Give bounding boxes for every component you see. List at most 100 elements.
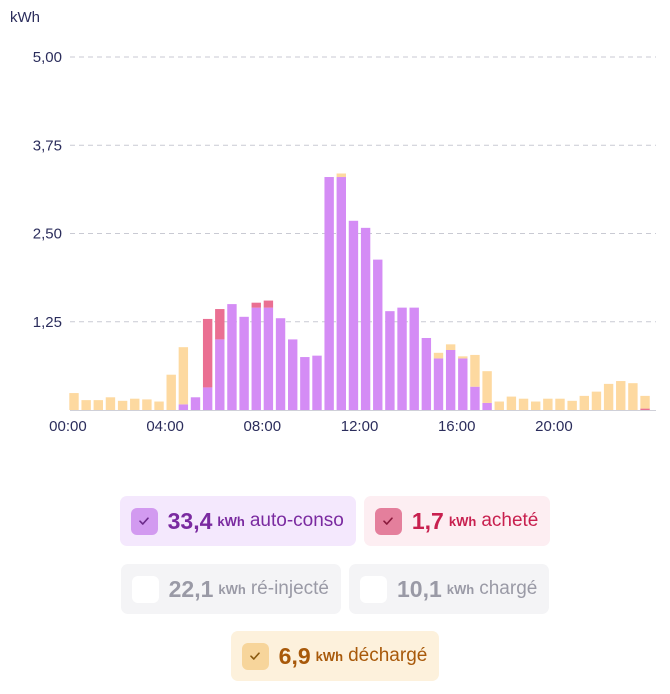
bar-decharge[interactable] xyxy=(470,354,480,387)
bar-decharge[interactable] xyxy=(105,397,116,410)
bar-decharge[interactable] xyxy=(543,398,553,410)
checkbox-decharge[interactable] xyxy=(241,642,269,670)
legend-re-injecte[interactable]: 22,1 kWh ré-injecté xyxy=(120,564,342,614)
bar-decharge[interactable] xyxy=(579,395,589,410)
bar-auto[interactable] xyxy=(336,177,346,410)
bar-auto[interactable] xyxy=(397,307,407,410)
bar-decharge[interactable] xyxy=(445,344,456,350)
bar-decharge[interactable] xyxy=(142,399,152,410)
legend-label: chargé xyxy=(479,578,538,599)
x-tick-label: 00:00 xyxy=(49,418,87,435)
bar-achete[interactable] xyxy=(202,318,213,388)
bar-auto[interactable] xyxy=(190,397,201,410)
bar-auto[interactable] xyxy=(445,349,456,410)
legend-row-3: 6,9 kWh déchargé xyxy=(0,631,670,681)
bar-auto[interactable] xyxy=(178,404,189,410)
bar-auto[interactable] xyxy=(263,307,274,410)
legend-charge[interactable]: 10,1 kWh chargé xyxy=(349,564,550,614)
bar-decharge[interactable] xyxy=(130,398,140,410)
bar-decharge[interactable] xyxy=(458,356,468,359)
x-tick-label: 16:00 xyxy=(438,418,476,435)
y-tick-labels: 5,00 3,75 2,50 1,25 xyxy=(33,49,62,331)
bar-decharge[interactable] xyxy=(93,400,103,410)
bar-auto[interactable] xyxy=(421,337,432,410)
legend-unit: kWh xyxy=(218,581,246,597)
legend-value: 1,7 xyxy=(411,507,444,534)
bar-decharge[interactable] xyxy=(555,398,565,410)
bar-auto[interactable] xyxy=(433,358,444,410)
bar-auto[interactable] xyxy=(385,311,395,410)
bar-auto[interactable] xyxy=(458,358,468,410)
bar-decharge[interactable] xyxy=(628,383,638,410)
bar-decharge[interactable] xyxy=(166,374,176,410)
bar-auto[interactable] xyxy=(275,318,286,410)
bar-decharge[interactable] xyxy=(117,400,128,410)
bar-auto[interactable] xyxy=(227,304,237,410)
checkbox-auto-conso[interactable] xyxy=(130,507,158,535)
energy-bar-chart: kWh 5,00 3,75 2,50 1,25 00:00 04:00 08:00 12:0… xyxy=(10,9,656,435)
legend-value: 6,9 xyxy=(278,642,311,669)
gridlines xyxy=(70,56,656,323)
bar-decharge[interactable] xyxy=(154,401,164,410)
bar-auto[interactable] xyxy=(239,316,249,410)
bar-auto[interactable] xyxy=(300,357,310,410)
y-tick-label: 1,25 xyxy=(33,314,62,331)
bar-decharge[interactable] xyxy=(518,398,529,410)
bar-decharge[interactable] xyxy=(506,396,517,410)
bar-auto[interactable] xyxy=(409,307,419,410)
bar-auto[interactable] xyxy=(324,177,334,410)
checkbox-achete[interactable] xyxy=(374,507,402,535)
x-tick-label: 08:00 xyxy=(244,418,282,435)
bar-auto[interactable] xyxy=(470,386,480,410)
bar-auto[interactable] xyxy=(348,220,359,410)
bar-auto[interactable] xyxy=(288,339,298,410)
bar-decharge[interactable] xyxy=(616,381,626,410)
bar-auto[interactable] xyxy=(202,387,213,410)
bar-decharge[interactable] xyxy=(336,173,346,178)
bar-decharge[interactable] xyxy=(531,401,541,410)
bar-auto[interactable] xyxy=(373,259,383,410)
x-tick-label: 20:00 xyxy=(535,418,573,435)
y-tick-label: 2,50 xyxy=(33,226,62,243)
bar-decharge[interactable] xyxy=(178,347,189,405)
legend-label: déchargé xyxy=(348,645,428,666)
bar-decharge[interactable] xyxy=(433,352,444,359)
x-tick-label: 12:00 xyxy=(341,418,379,435)
legend-row-2: 22,1 kWh ré-injecté 10,1 kWh chargé xyxy=(0,564,670,614)
bar-decharge[interactable] xyxy=(494,401,504,410)
bar-decharge[interactable] xyxy=(640,395,650,409)
legend-achete[interactable]: 1,7 kWh acheté xyxy=(363,496,551,546)
y-tick-label: 5,00 xyxy=(33,49,62,66)
bar-achete[interactable] xyxy=(640,408,650,410)
legend-label: ré-injecté xyxy=(250,578,330,599)
bar-achete[interactable] xyxy=(251,302,261,308)
x-tick-labels: 00:00 04:00 08:00 12:00 16:00 20:00 xyxy=(49,418,573,435)
bar-decharge[interactable] xyxy=(81,400,91,410)
legend-value: 33,4 xyxy=(167,507,213,534)
bar-achete[interactable] xyxy=(263,300,274,308)
bar-auto[interactable] xyxy=(215,339,225,410)
check-icon xyxy=(250,652,260,660)
legend-unit: kWh xyxy=(446,581,475,597)
legend-row-1: 33,4 kWh auto-conso 1,7 kWh acheté xyxy=(0,496,670,546)
bar-decharge[interactable] xyxy=(69,393,79,410)
bar-decharge[interactable] xyxy=(567,400,577,410)
legend-value: 22,1 xyxy=(168,575,214,602)
bar-decharge[interactable] xyxy=(591,391,602,410)
legend-unit: kWh xyxy=(217,513,245,529)
bar-decharge[interactable] xyxy=(482,371,492,403)
bar-auto[interactable] xyxy=(312,355,322,410)
x-tick-label: 04:00 xyxy=(146,418,184,435)
checkbox-re-injecte[interactable] xyxy=(131,575,159,603)
bar-auto[interactable] xyxy=(251,307,261,410)
bars xyxy=(69,173,650,410)
bar-achete[interactable] xyxy=(215,309,225,340)
legend-auto-conso[interactable]: 33,4 kWh auto-conso xyxy=(119,496,356,546)
legend-decharge[interactable]: 6,9 kWh déchargé xyxy=(230,631,440,681)
bar-auto[interactable] xyxy=(360,227,371,410)
check-icon xyxy=(383,517,394,525)
bar-decharge[interactable] xyxy=(603,383,614,410)
bar-auto[interactable] xyxy=(482,402,492,410)
checkbox-charge[interactable] xyxy=(360,575,388,603)
y-axis-unit: kWh xyxy=(10,9,40,26)
